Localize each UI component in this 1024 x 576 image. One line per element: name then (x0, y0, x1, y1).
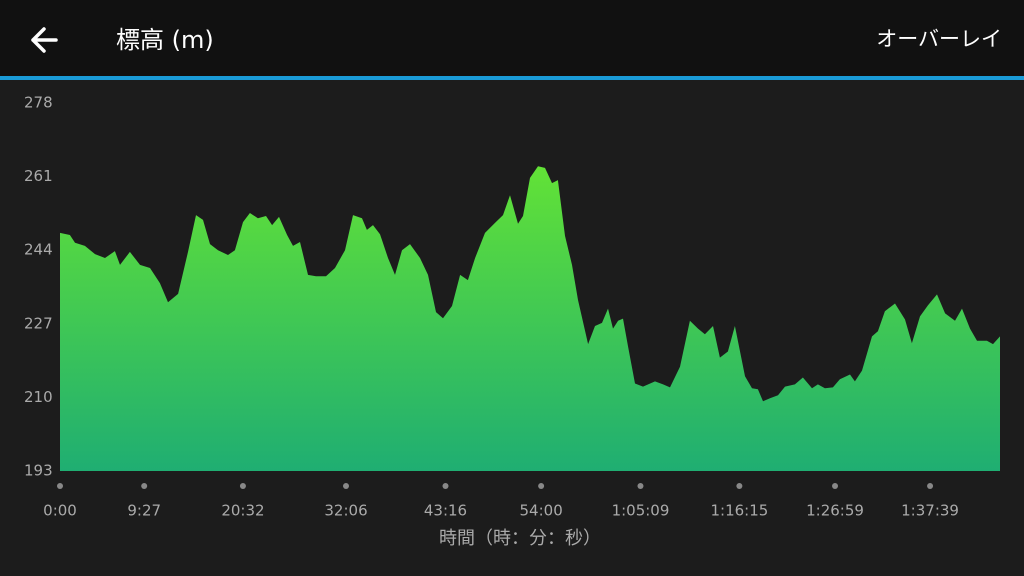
y-tick-label: 210 (24, 388, 53, 406)
x-tick-label: 9:27 (127, 502, 161, 520)
x-tick-dot (141, 483, 148, 489)
back-button[interactable] (31, 27, 58, 53)
y-tick-label: 278 (24, 94, 53, 112)
x-tick-label: 1:05:09 (612, 502, 670, 520)
app-bar-accent (0, 76, 1024, 80)
x-tick-dot (736, 483, 743, 489)
y-tick-label: 227 (24, 314, 53, 332)
y-tick-label: 193 (24, 462, 53, 480)
x-tick-dot (832, 483, 839, 489)
x-tick-label: 20:32 (221, 502, 264, 520)
elevation-area (60, 166, 1000, 471)
x-tick-label: 43:16 (424, 502, 467, 520)
y-tick-label: 244 (24, 241, 53, 259)
x-tick-dot (927, 483, 934, 489)
x-tick-label: 54:00 (520, 502, 563, 520)
x-tick-label: 1:26:59 (806, 502, 864, 520)
x-tick-label: 1:16:15 (710, 502, 768, 520)
x-tick-dot (538, 483, 545, 489)
overlay-button[interactable]: オーバーレイ (876, 27, 1002, 51)
x-axis-label: 時間（時：分：秒） (439, 528, 601, 549)
x-tick-dot (442, 483, 449, 489)
x-tick-dot (343, 483, 350, 489)
screen-title: 標高 (m) (116, 26, 214, 54)
x-tick-label: 0:00 (43, 502, 77, 520)
x-tick-dot (57, 483, 63, 489)
app-bar (0, 0, 1024, 76)
x-tick-label: 32:06 (324, 502, 367, 520)
x-tick-label: 1:37:39 (901, 502, 959, 520)
y-tick-label: 261 (24, 167, 53, 185)
x-tick-dot (239, 483, 246, 489)
x-tick-dot (637, 483, 644, 489)
